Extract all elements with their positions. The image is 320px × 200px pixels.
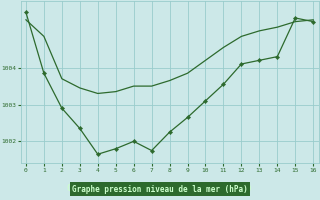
Text: Graphe pression niveau de la mer (hPa): Graphe pression niveau de la mer (hPa) bbox=[68, 184, 252, 193]
Text: Graphe pression niveau de la mer (hPa): Graphe pression niveau de la mer (hPa) bbox=[72, 184, 248, 194]
